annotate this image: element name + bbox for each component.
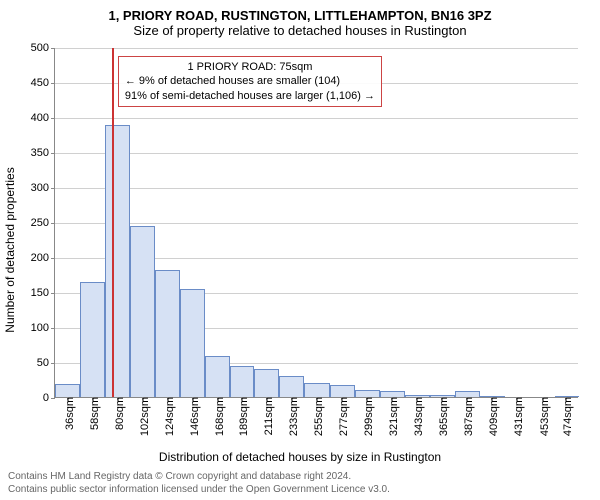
y-tick-label: 100 — [31, 322, 55, 334]
histogram-bar — [230, 366, 254, 398]
x-tick-label: 387sqm — [459, 397, 475, 436]
x-tick-label: 299sqm — [359, 397, 375, 436]
histogram-chart: 05010015020025030035040045050036sqm58sqm… — [54, 48, 578, 398]
x-tick-label: 189sqm — [234, 397, 250, 436]
footer-line-2: Contains public sector information licen… — [8, 484, 390, 497]
annotation-line: 91% of semi-detached houses are larger (… — [125, 89, 375, 103]
x-tick-label: 474sqm — [558, 397, 574, 436]
y-tick-label: 50 — [37, 357, 55, 369]
footer-line-1: Contains HM Land Registry data © Crown c… — [8, 471, 390, 484]
annotation-line: ← 9% of detached houses are smaller (104… — [125, 74, 375, 88]
y-tick-label: 350 — [31, 147, 55, 159]
x-tick-label: 277sqm — [334, 397, 350, 436]
page-subtitle: Size of property relative to detached ho… — [0, 23, 600, 44]
histogram-bar — [180, 289, 205, 398]
property-marker-line — [112, 48, 114, 397]
x-tick-label: 431sqm — [509, 397, 525, 436]
gridline — [55, 153, 578, 154]
x-tick-label: 211sqm — [259, 397, 275, 435]
y-tick-label: 200 — [31, 252, 55, 264]
gridline — [55, 118, 578, 119]
annotation-box: 1 PRIORY ROAD: 75sqm← 9% of detached hou… — [118, 56, 382, 107]
x-tick-label: 58sqm — [85, 397, 101, 430]
y-axis-label: Number of detached properties — [3, 85, 17, 250]
histogram-bar — [55, 384, 80, 397]
x-tick-label: 321sqm — [384, 397, 400, 436]
y-tick-label: 0 — [43, 392, 55, 404]
x-tick-label: 36sqm — [60, 397, 76, 430]
gridline — [55, 188, 578, 189]
y-tick-label: 300 — [31, 182, 55, 194]
x-tick-label: 124sqm — [160, 397, 176, 436]
histogram-bar — [80, 282, 105, 398]
histogram-bar — [130, 226, 155, 398]
footer-attribution: Contains HM Land Registry data © Crown c… — [8, 471, 390, 496]
x-tick-label: 168sqm — [210, 397, 226, 436]
y-tick-label: 450 — [31, 77, 55, 89]
histogram-bar — [355, 390, 380, 397]
x-tick-label: 343sqm — [409, 397, 425, 436]
x-tick-label: 146sqm — [185, 397, 201, 436]
x-tick-label: 233sqm — [284, 397, 300, 436]
x-tick-label: 255sqm — [309, 397, 325, 436]
annotation-line: 1 PRIORY ROAD: 75sqm — [125, 60, 375, 74]
x-tick-label: 80sqm — [110, 397, 126, 430]
x-tick-label: 409sqm — [484, 397, 500, 436]
x-tick-label: 365sqm — [434, 397, 450, 436]
y-tick-label: 500 — [31, 42, 55, 54]
y-tick-label: 150 — [31, 287, 55, 299]
histogram-bar — [304, 383, 329, 397]
x-tick-label: 102sqm — [135, 397, 151, 436]
gridline — [55, 48, 578, 49]
x-axis-label: Distribution of detached houses by size … — [0, 450, 600, 464]
histogram-bar — [279, 376, 304, 397]
histogram-bar — [254, 369, 279, 397]
x-tick-label: 453sqm — [535, 397, 551, 436]
histogram-bar — [205, 356, 230, 397]
histogram-bar — [330, 385, 355, 397]
page-title: 1, PRIORY ROAD, RUSTINGTON, LITTLEHAMPTO… — [0, 0, 600, 23]
y-tick-label: 250 — [31, 217, 55, 229]
y-tick-label: 400 — [31, 112, 55, 124]
histogram-bar — [155, 270, 180, 397]
histogram-bar — [105, 125, 130, 397]
gridline — [55, 223, 578, 224]
